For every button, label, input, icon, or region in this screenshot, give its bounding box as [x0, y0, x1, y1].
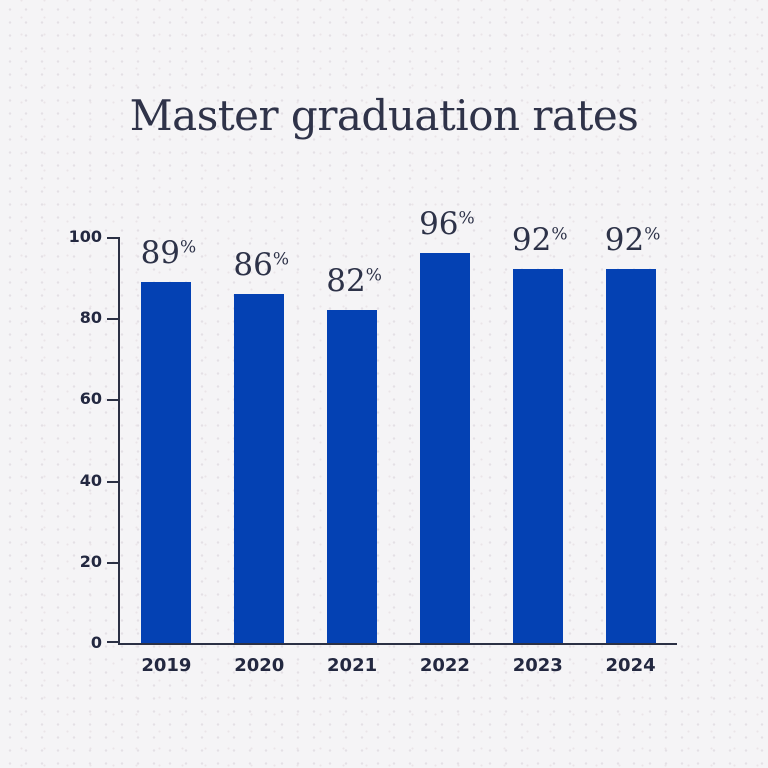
y-axis-tick	[107, 641, 120, 643]
y-axis-tick-label: 0	[90, 633, 102, 652]
bar-value-label-2022: 96%	[419, 209, 475, 240]
percent-sign: %	[458, 208, 475, 229]
percent-sign: %	[644, 224, 661, 245]
bar-value-label-2024: 92%	[605, 225, 661, 256]
y-axis-tick	[107, 399, 120, 402]
chart-title: Master graduation rates	[129, 91, 639, 140]
x-axis-label-2020: 2020	[234, 655, 285, 676]
bar-2021	[327, 310, 378, 643]
y-axis-tick-label: 40	[79, 470, 102, 490]
x-axis-label-2021: 2021	[327, 655, 378, 676]
y-axis-tick-label: 100	[68, 227, 102, 246]
bar-value-number: 96	[419, 206, 459, 243]
y-axis-tick	[107, 318, 120, 321]
bar-value-label-2020: 86%	[233, 246, 290, 283]
bar-2024	[605, 269, 656, 643]
bar-value-number: 92	[604, 222, 645, 259]
bar-value-label-2023: 92%	[512, 225, 568, 256]
bar-value-label-2021: 82%	[326, 266, 382, 297]
bar-value-number: 89	[140, 234, 181, 271]
percent-sign: %	[551, 224, 568, 245]
x-axis-label-2022: 2022	[419, 655, 470, 676]
bar-value-number: 86	[233, 246, 273, 283]
x-axis-label-2019: 2019	[141, 655, 192, 676]
y-axis-tick	[107, 237, 120, 239]
y-axis-tick	[107, 480, 120, 483]
x-axis-label-2023: 2023	[512, 655, 563, 676]
plot-area: 0 20 40 60 80 100 89% 2019 86% 2020 82% 2021 96% 2022…	[69, 209, 677, 676]
bar-2020	[234, 293, 285, 643]
bar-2022	[419, 253, 470, 643]
x-axis-label-2024: 2024	[605, 655, 656, 676]
y-axis-tick-label: 80	[79, 308, 102, 328]
bar-value-number: 82	[326, 263, 366, 300]
percent-sign: %	[272, 249, 290, 270]
percent-sign: %	[180, 237, 197, 258]
bar-value-number: 92	[511, 222, 552, 259]
bar-value-label-2019: 89%	[140, 234, 197, 271]
bar-2019	[141, 281, 192, 643]
bar-2023	[512, 269, 563, 643]
y-axis-tick	[107, 561, 120, 564]
y-axis-tick-label: 20	[79, 551, 102, 571]
y-axis-tick-label: 60	[79, 389, 102, 409]
percent-sign: %	[365, 265, 382, 286]
